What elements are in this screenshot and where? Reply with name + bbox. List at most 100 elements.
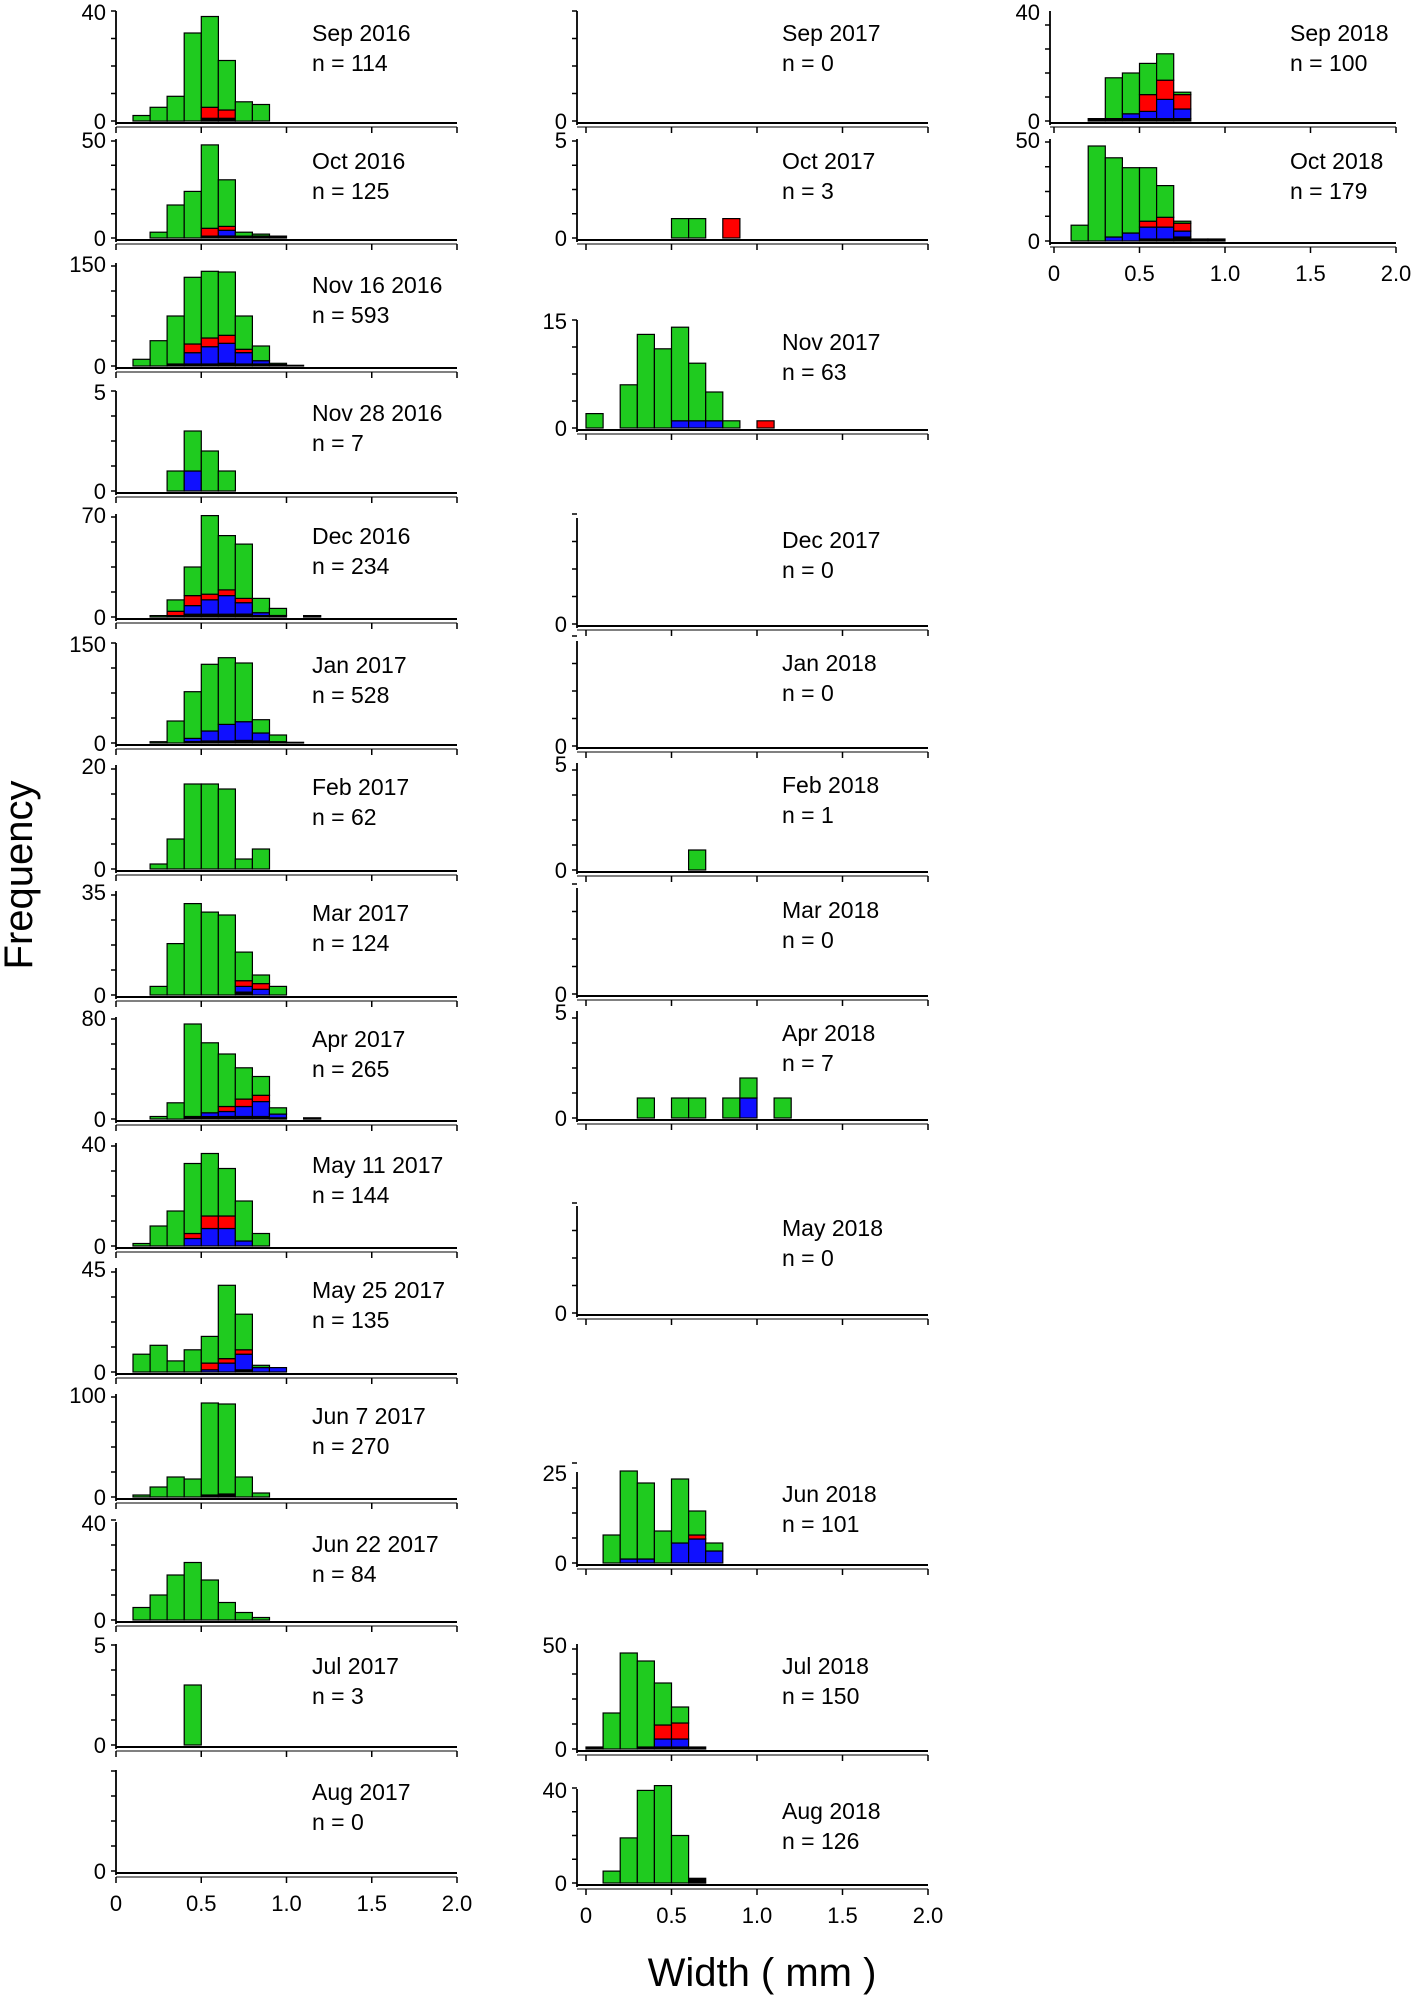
panel-6: 0 150 Jan 2017 n = 528 bbox=[69, 632, 458, 756]
bar-blue-10-5 bbox=[200, 1227, 220, 1247]
bar-red-1-5 bbox=[200, 106, 220, 119]
bar-green-2-1 bbox=[149, 231, 168, 239]
bar-green-18-3 bbox=[636, 333, 655, 429]
bar-blue-6-5 bbox=[217, 723, 237, 742]
bar-green-29-2 bbox=[1087, 145, 1106, 242]
panel-count: n = 0 bbox=[782, 1245, 834, 1271]
y-tick-label-max: 15 bbox=[543, 309, 567, 334]
panel-count: n = 150 bbox=[782, 1683, 859, 1709]
panel-22: 0 Mar 2018 n = 0 bbox=[555, 883, 929, 1007]
bar-green-29-6 bbox=[1155, 185, 1175, 218]
panel-count: n = 126 bbox=[782, 1828, 859, 1854]
y-tick-label-max: 40 bbox=[1016, 0, 1040, 25]
y-tick-label-zero: 0 bbox=[94, 226, 106, 251]
y-tick-label-max: 40 bbox=[82, 1132, 106, 1157]
bar-red-29-7 bbox=[1173, 222, 1192, 232]
bar-black-29-8 bbox=[1190, 238, 1209, 242]
bar-green-11-6 bbox=[217, 1284, 237, 1360]
bar-green-5-4 bbox=[200, 514, 220, 595]
bar-green-13-5 bbox=[200, 1579, 220, 1621]
bar-green-18-2 bbox=[619, 384, 638, 429]
bar-green-1-6 bbox=[217, 59, 237, 111]
y-tick-label-zero: 0 bbox=[555, 1737, 567, 1762]
bar-blue-29-5 bbox=[1138, 226, 1158, 240]
bar-green-23-4 bbox=[722, 1097, 741, 1119]
bar-green-8-4 bbox=[200, 911, 220, 996]
bar-blue-5-6 bbox=[234, 602, 254, 615]
bar-blue-3-6 bbox=[217, 342, 237, 364]
bar-blue-26-5 bbox=[653, 1738, 673, 1748]
bar-green-7-6 bbox=[234, 858, 254, 870]
panel-count: n = 62 bbox=[312, 804, 377, 830]
y-tick-label-zero: 0 bbox=[555, 416, 567, 441]
y-axis-label: Frequency bbox=[0, 781, 41, 970]
panel-title: Jan 2017 bbox=[312, 652, 407, 678]
bar-green-3-9 bbox=[268, 362, 288, 366]
panel-15: 0 Aug 2017 n = 0 0 0.5 1.0 1.5 2.0 bbox=[94, 1770, 473, 1916]
y-tick-label-zero: 0 bbox=[555, 734, 567, 759]
bar-red-5-3 bbox=[183, 594, 202, 607]
bar-green-10-1 bbox=[132, 1242, 151, 1247]
bar-blue-6-7 bbox=[251, 732, 271, 742]
panel-title: Jun 22 2017 bbox=[312, 1531, 439, 1557]
bar-green-18-1 bbox=[585, 413, 604, 429]
bar-black-26-1 bbox=[585, 1746, 604, 1750]
bar-blue-29-3 bbox=[1104, 236, 1124, 242]
panel-title: Sep 2017 bbox=[782, 20, 880, 46]
panel-title: Jan 2018 bbox=[782, 650, 877, 676]
x-axis-label: Width ( mm ) bbox=[648, 1951, 877, 1995]
panel-count: n = 7 bbox=[782, 1050, 834, 1076]
bar-blue-29-6 bbox=[1155, 226, 1175, 240]
bar-green-8-6 bbox=[234, 951, 254, 982]
y-tick-label-max: 40 bbox=[82, 1511, 106, 1536]
x-tick-label: 2.0 bbox=[442, 1891, 473, 1916]
bar-red-18-9 bbox=[756, 420, 775, 429]
bar-green-12-3 bbox=[166, 1476, 185, 1498]
bar-green-7-5 bbox=[217, 788, 237, 870]
x-tick-label: 0 bbox=[1048, 261, 1060, 286]
bar-green-12-5 bbox=[200, 1402, 220, 1496]
panel-count: n = 1 bbox=[782, 802, 834, 828]
bar-green-9-3 bbox=[183, 1023, 202, 1118]
panel-count: n = 135 bbox=[312, 1307, 389, 1333]
bar-green-11-3 bbox=[166, 1360, 185, 1373]
panel-4: 0 5 Nov 28 2016 n = 7 bbox=[94, 380, 458, 504]
bar-green-29-5 bbox=[1138, 167, 1158, 222]
bar-red-9-7 bbox=[251, 1094, 271, 1103]
bar-green-2-4 bbox=[200, 144, 220, 229]
bar-green-10-3 bbox=[166, 1210, 185, 1247]
bar-green-9-1 bbox=[149, 1115, 168, 1120]
bar-green-1-3 bbox=[166, 95, 185, 122]
y-tick-label-zero: 0 bbox=[94, 109, 106, 134]
bar-green-3-3 bbox=[166, 315, 185, 365]
bar-green-28-5 bbox=[1155, 53, 1175, 81]
y-tick-label-max: 5 bbox=[94, 380, 106, 405]
y-tick-label-zero: 0 bbox=[555, 982, 567, 1007]
y-tick-label-zero: 0 bbox=[94, 1608, 106, 1633]
y-tick-label-zero: 0 bbox=[94, 1733, 106, 1758]
panel-count: n = 3 bbox=[312, 1683, 364, 1709]
x-tick-label: 0.5 bbox=[1124, 261, 1155, 286]
bar-blue-28-5 bbox=[1155, 98, 1175, 120]
bar-green-5-5 bbox=[217, 534, 237, 591]
bar-blue-5-5 bbox=[217, 594, 237, 615]
bar-green-25-6 bbox=[687, 1510, 707, 1536]
y-tick-label-zero: 0 bbox=[94, 605, 106, 630]
y-tick-label-max: 150 bbox=[69, 632, 106, 657]
panel-18: 0 15 Nov 2017 n = 63 bbox=[543, 309, 929, 441]
bar-black-6-9 bbox=[285, 741, 305, 744]
bar-green-4-3 bbox=[200, 450, 220, 492]
bar-green-28-3 bbox=[1121, 72, 1141, 115]
bar-green-12-6 bbox=[217, 1403, 237, 1495]
bar-green-25-2 bbox=[619, 1470, 638, 1560]
panel-title: Apr 2017 bbox=[312, 1026, 405, 1052]
bar-green-3-5 bbox=[200, 270, 220, 339]
bar-green-27-5 bbox=[670, 1834, 690, 1884]
bar-green-6-5 bbox=[217, 657, 237, 726]
panel-28: 0 40 Sep 2018 n = 100 bbox=[1016, 0, 1397, 134]
bar-green-27-1 bbox=[602, 1870, 621, 1884]
bar-green-17-1 bbox=[670, 218, 690, 239]
bar-blue-28-4 bbox=[1138, 110, 1158, 120]
y-tick-label-zero: 0 bbox=[94, 857, 106, 882]
bar-green-28-4 bbox=[1138, 62, 1158, 96]
